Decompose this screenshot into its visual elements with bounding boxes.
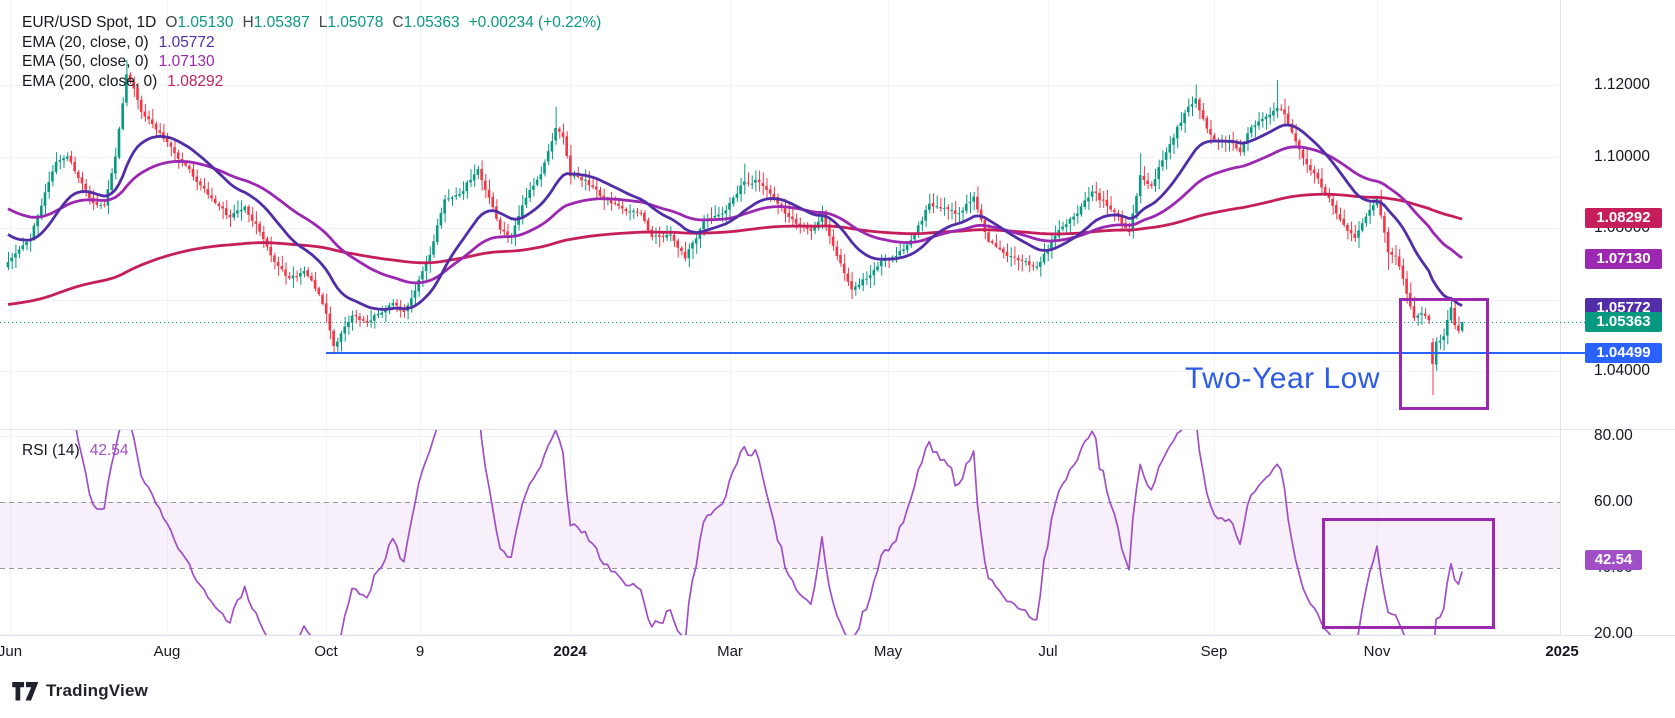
ema50-label: EMA (50, close, 0) xyxy=(22,53,149,71)
tradingview-logo[interactable]: TradingView xyxy=(12,681,148,701)
price-axis-label: 1.10000 xyxy=(1594,147,1651,165)
support-price-badge: 1.04499 xyxy=(1585,343,1662,364)
ema200-label: EMA (200, close, 0) xyxy=(22,72,158,90)
ema20-value: 1.05772 xyxy=(158,33,215,51)
time-axis-tick-aug: Aug xyxy=(153,643,181,660)
time-axis-tick-jul: Jul xyxy=(1038,643,1058,660)
tradingview-logo-icon xyxy=(12,681,39,701)
time-axis-tick-oct: Oct xyxy=(314,643,338,660)
ema20-legend-row[interactable]: EMA (20, close, 0) 1.05772 xyxy=(22,33,601,53)
two-year-low-label[interactable]: Two-Year Low xyxy=(1185,362,1380,395)
price-axis-label: 1.04000 xyxy=(1594,362,1651,379)
last-price-badge: 1.05363 xyxy=(1585,312,1662,333)
rsi-label: RSI (14) xyxy=(22,442,80,459)
ema200-legend-row[interactable]: EMA (200, close, 0) 1.08292 xyxy=(22,72,601,92)
change-value: +0.00234 (+0.22%) xyxy=(468,14,602,31)
chart-canvas[interactable] xyxy=(0,0,1675,665)
legend: EUR/USD Spot, 1D O1.05130 H1.05387 L1.05078… xyxy=(22,13,601,91)
rsi-value-badge: 42.54 xyxy=(1585,549,1642,570)
low-label: L xyxy=(318,14,328,31)
ema50-value: 1.07130 xyxy=(158,53,215,71)
time-axis-tick-nov: Nov xyxy=(1363,643,1391,660)
price-axis-label: 1.12000 xyxy=(1594,76,1651,93)
time-axis-tick-2025: 2025 xyxy=(1545,643,1579,660)
support-line[interactable] xyxy=(326,351,1585,355)
time-axis-tick-jun: Jun xyxy=(0,643,23,660)
symbol-title[interactable]: EUR/USD Spot, 1D xyxy=(22,14,157,31)
tradingview-logo-text: TradingView xyxy=(46,681,149,700)
rsi-axis-label: 80.00 xyxy=(1594,427,1633,444)
ema50-price-badge: 1.07130 xyxy=(1585,249,1662,270)
time-axis-tick-9: 9 xyxy=(415,643,425,660)
time-axis-tick-2024: 2024 xyxy=(553,643,587,660)
ema50-legend-row[interactable]: EMA (50, close, 0) 1.07130 xyxy=(22,52,601,72)
time-axis-tick-may: May xyxy=(873,643,903,660)
high-value: 1.05387 xyxy=(253,14,310,31)
symbol-row: EUR/USD Spot, 1D O1.05130 H1.05387 L1.05078… xyxy=(22,13,601,33)
high-label: H xyxy=(242,14,254,31)
rsi-axis-label: 20.00 xyxy=(1594,625,1633,642)
rsi-legend-row[interactable]: RSI (14) 42.54 xyxy=(22,442,129,460)
time-scale[interactable]: Jun Aug Oct 9 2024 Mar May Jul Sep Nov 2025 xyxy=(0,636,1675,664)
time-axis-tick-sep: Sep xyxy=(1200,643,1228,660)
ema200-value: 1.08292 xyxy=(167,72,224,90)
open-value: 1.05130 xyxy=(177,14,234,31)
ema20-label: EMA (20, close, 0) xyxy=(22,33,149,51)
close-label: C xyxy=(392,14,404,31)
low-value: 1.05078 xyxy=(327,14,384,31)
ema200-price-badge: 1.08292 xyxy=(1585,207,1662,228)
rsi-axis-label: 60.00 xyxy=(1594,493,1633,510)
rsi-value: 42.54 xyxy=(89,442,129,459)
rsi-annotation-box[interactable] xyxy=(1322,518,1495,629)
time-axis-tick-mar: Mar xyxy=(717,643,743,660)
price-annotation-box[interactable] xyxy=(1399,298,1489,410)
open-label: O xyxy=(165,14,178,31)
close-value: 1.05363 xyxy=(403,14,460,31)
